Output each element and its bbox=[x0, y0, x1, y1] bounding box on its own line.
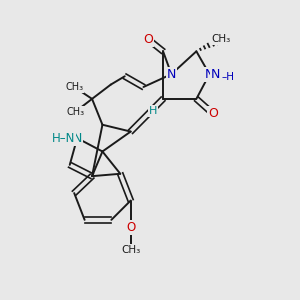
Text: O: O bbox=[208, 107, 218, 120]
Text: N: N bbox=[205, 68, 214, 81]
Text: CH₃: CH₃ bbox=[211, 34, 230, 44]
Text: O: O bbox=[143, 33, 153, 46]
Text: N: N bbox=[73, 132, 82, 145]
Text: CH₃: CH₃ bbox=[66, 107, 84, 117]
Text: CH₃: CH₃ bbox=[65, 82, 83, 92]
Text: H: H bbox=[149, 106, 157, 116]
Text: N: N bbox=[211, 68, 220, 81]
Text: O: O bbox=[126, 221, 135, 234]
Text: CH₃: CH₃ bbox=[121, 244, 140, 255]
Text: N: N bbox=[167, 68, 176, 81]
Text: H–N: H–N bbox=[52, 132, 76, 145]
Text: –H: –H bbox=[222, 72, 235, 82]
